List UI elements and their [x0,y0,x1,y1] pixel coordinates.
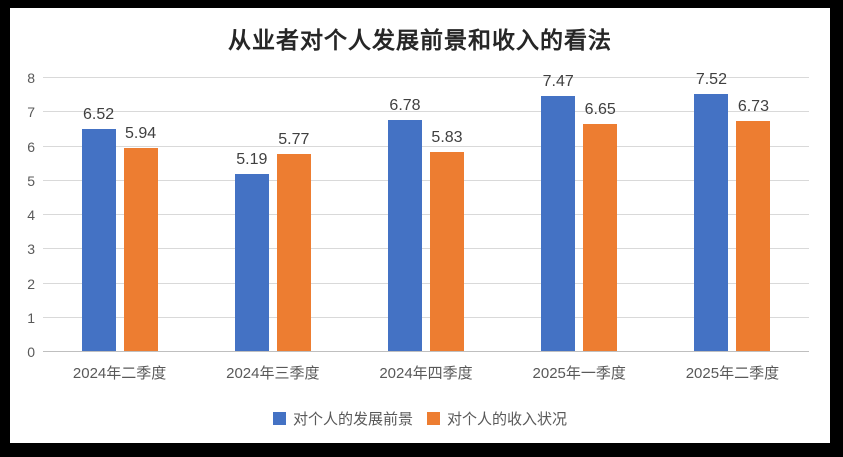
x-axis-labels: 2024年二季度 2024年三季度 2024年四季度 2025年一季度 2025年二季度 [43,362,809,383]
bar-value-label: 5.77 [278,131,310,149]
x-axis-label: 2025年二季度 [685,365,780,382]
bar-value-label: 6.78 [389,96,421,114]
y-tick-label: 5 [27,172,35,189]
bar: 6.52 [81,106,116,351]
y-tick-label: 0 [27,344,35,360]
bar-group: 7.52 6.73 [656,71,809,351]
legend-item: 对个人的发展前景 [272,408,413,429]
bar-value-label: 6.52 [83,105,115,123]
bar: 5.83 [430,129,464,351]
legend-swatch-icon [427,412,440,425]
bar-group: 5.19 5.77 [196,78,349,351]
gridline [43,179,809,181]
x-axis-label: 2024年二季度 [72,365,167,382]
bar: 6.65 [583,101,618,351]
x-axis-label: 2025年一季度 [532,365,626,382]
gridline [43,282,809,284]
bar-value-label: 6.65 [584,101,616,119]
y-tick-label: 8 [27,70,35,86]
y-tick-label: 7 [27,104,35,121]
bar-value-label: 5.19 [236,150,268,168]
legend-label: 对个人的发展前景 [292,411,413,428]
bar-group: 6.78 5.83 [349,78,502,351]
y-tick-label: 1 [27,309,35,326]
gridline [43,77,809,78]
bar: 7.47 [541,73,576,351]
legend-label: 对个人的收入状况 [447,411,568,428]
gridline [43,316,809,318]
bar: 6.78 [388,97,422,351]
plot-area: 6.52 5.94 5.19 5.77 6.78 5.83 7.47 6.65 7.52 6.73 [43,71,809,352]
chart-title: 从业者对个人发展前景和收入的看法 [228,27,612,53]
x-axis-line [43,351,809,352]
bar-group: 7.47 6.65 [503,73,656,351]
bar-group: 6.52 5.94 [43,78,196,351]
gridline [43,214,809,215]
bar: 5.19 [234,151,269,351]
x-axis-label: 2024年三季度 [226,365,320,382]
legend-swatch-icon [272,412,286,425]
bar-value-label: 6.73 [737,98,769,116]
y-tick-label: 2 [27,275,35,292]
y-tick-label: 6 [27,138,35,155]
y-tick-label: 3 [27,241,35,258]
bar: 7.52 [694,71,729,351]
bar-value-label: 7.52 [695,71,727,89]
y-axis: 0 1 2 3 4 5 6 7 8 [10,70,37,360]
bars-row: 6.52 5.94 5.19 5.77 6.78 5.83 7.47 6.65 7.52 6.73 [43,71,809,351]
bar-value-label: 5.94 [125,125,157,143]
legend: 对个人的发展前景 对个人的收入状况 [10,408,830,429]
gridline [43,145,809,147]
bar: 5.77 [276,131,311,351]
y-tick-label: 4 [27,207,35,223]
gridline [43,248,809,250]
bar-value-label: 7.47 [542,73,574,91]
bar: 6.73 [736,98,771,351]
gridline [43,111,809,113]
bar: 5.94 [123,125,158,351]
x-axis-label: 2024年四季度 [379,365,473,382]
bar-value-label: 5.83 [431,129,463,147]
legend-item: 对个人的收入状况 [427,408,567,429]
